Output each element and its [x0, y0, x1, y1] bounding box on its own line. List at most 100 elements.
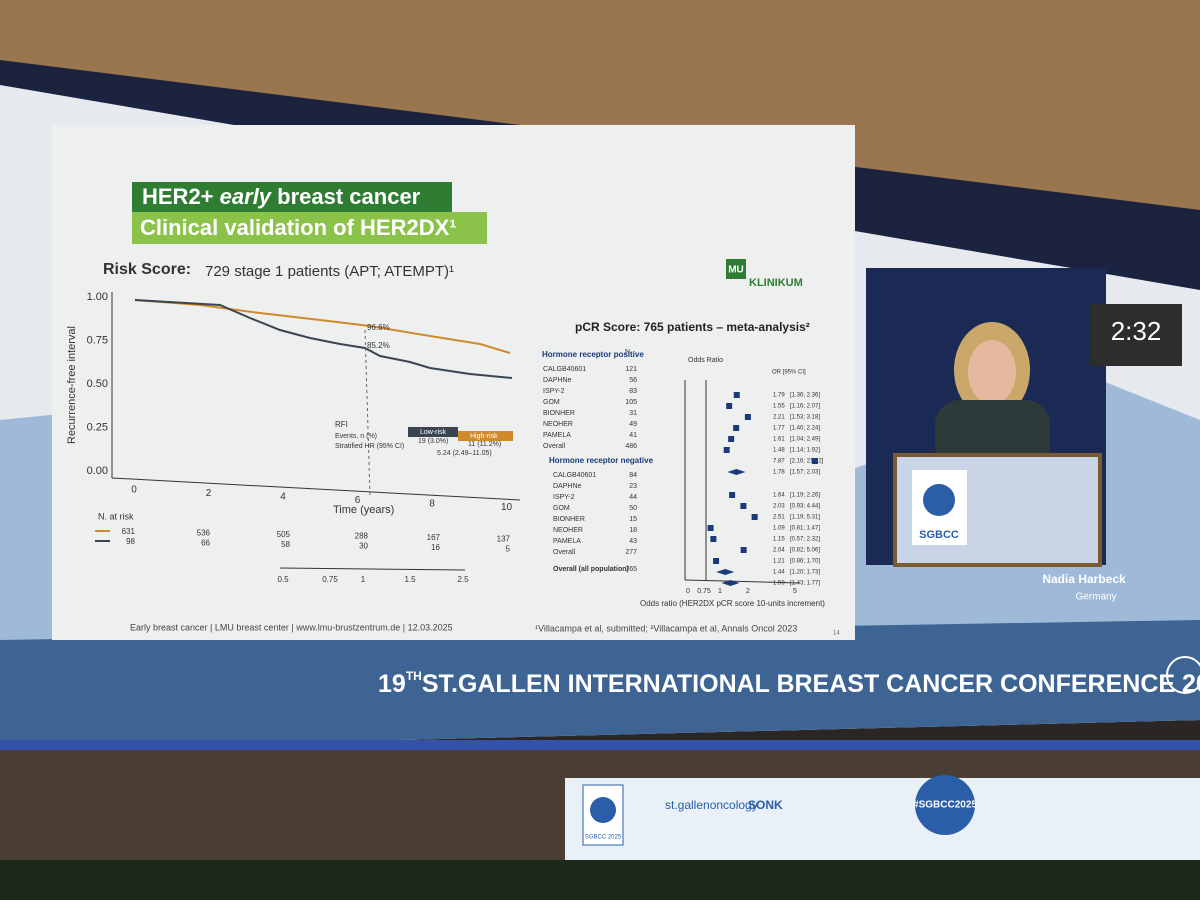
at-risk-cell: 137	[497, 535, 511, 544]
logo-box-text: MU	[728, 265, 744, 276]
study-or: 1.21	[773, 559, 785, 565]
at-risk-cell: 98	[126, 537, 135, 546]
at-risk-cell: 66	[201, 539, 210, 548]
forest-square	[713, 558, 720, 564]
risk-heading: Risk Score:	[103, 261, 191, 278]
study-n: 56	[629, 377, 637, 384]
study-n: 31	[629, 410, 637, 417]
rfi-row: Stratified HR (95% CI)	[335, 443, 404, 450]
study-ci: [1.16; 2.07]	[790, 404, 820, 410]
study-or: 2.03	[773, 504, 785, 510]
km-curve-high	[134, 299, 513, 379]
group-heading: Hormone receptor positive	[542, 350, 644, 359]
study-ci: [1.14; 1.92]	[790, 448, 820, 454]
study-ci: [0.86; 1.70]	[790, 559, 820, 565]
timer: 2:32	[1111, 316, 1162, 346]
rfi-high: High-risk	[470, 433, 498, 440]
wheel-icon	[1166, 656, 1200, 694]
at-risk-cell: 16	[431, 543, 440, 552]
study-ci: [1.19; 2.26]	[790, 493, 820, 499]
at-risk-cell: 631	[122, 527, 136, 536]
forest-x-label: Odds ratio (HER2DX pCR score 10-units in…	[640, 599, 825, 608]
study-n: 83	[629, 388, 637, 395]
km-curve-low	[134, 299, 511, 354]
study-n: 277	[625, 549, 637, 556]
study-n: 486	[625, 443, 637, 450]
forest-square	[744, 414, 751, 420]
scale-tick-label: 1.5	[404, 575, 416, 584]
hashtag-badge	[915, 775, 975, 835]
km-y-tick-label: 0.75	[87, 334, 108, 346]
km-x-tick-label: 0	[131, 485, 137, 496]
podium-text: SGBCC	[919, 529, 959, 541]
risk-text: 729 stage 1 patients (APT; ATEMPT)¹	[205, 263, 454, 280]
study-name: CALGB40601	[543, 366, 586, 373]
study-ci: [2.16; 219.2]	[790, 459, 824, 465]
km-x-label: Time (years)	[333, 504, 394, 516]
study-name: NEOHER	[543, 421, 573, 428]
forest-square	[740, 547, 747, 553]
study-name: GOM	[543, 399, 560, 406]
study-or: 1.09	[773, 526, 785, 532]
sponsor: st.gallenoncology	[665, 798, 758, 812]
scale-tick-label: 1	[361, 575, 366, 584]
forest-square	[751, 514, 758, 520]
study-ci: [1.53; 3.18]	[790, 415, 820, 421]
study-name: PAMELA	[553, 538, 581, 545]
forest-diamond	[727, 469, 746, 475]
study-or: 1.79	[773, 393, 785, 399]
at-risk-cell: 58	[281, 540, 290, 549]
forest-tick-label: 0.75	[697, 588, 711, 595]
forest-square	[726, 403, 733, 409]
forest-diamond	[721, 580, 740, 586]
km-x-tick-label: 4	[280, 492, 286, 503]
forest-square	[733, 392, 740, 398]
forest-square	[728, 436, 735, 442]
study-n: 44	[629, 494, 637, 501]
at-risk-cell: 5	[506, 545, 511, 554]
study-name: Overall	[543, 443, 566, 450]
hashtag: #SGBCC2025	[913, 800, 977, 811]
study-n: 43	[629, 538, 637, 545]
km-x-axis	[111, 477, 521, 501]
study-or: 1.64	[773, 493, 785, 499]
rfi-cell: 11 (11.2%)	[468, 441, 501, 448]
study-or: 1.44	[773, 570, 785, 576]
study-or: 1.48	[773, 448, 785, 454]
at-risk-label: N. at risk	[98, 511, 134, 521]
forest-tick-label: 1	[718, 588, 722, 595]
study-ci: [1.20; 1.73]	[790, 570, 820, 576]
study-n: 23	[629, 483, 637, 490]
at-risk-cell: 30	[359, 542, 368, 551]
at-risk-cell: 505	[277, 530, 291, 539]
km-y-tick-label: 0.00	[87, 465, 108, 477]
study-ci: [1.36; 2.36]	[790, 393, 820, 399]
study-n: 18	[629, 527, 637, 534]
timer-box	[1090, 304, 1182, 366]
speaker-name: Nadia Harbeck	[1042, 572, 1126, 586]
study-ci: [0.81; 1.47]	[790, 526, 820, 532]
study-ci: [1.57; 2.03]	[790, 470, 820, 476]
study-n: 15	[629, 516, 637, 523]
study-or: 1.77	[773, 426, 785, 432]
study-or: 2.51	[773, 515, 785, 521]
slide-title-1: HER2+ early breast cancer	[142, 184, 421, 209]
km-annotation: 85.2%	[367, 341, 390, 350]
study-name: Overall (all population)	[553, 566, 629, 573]
forest-x-axis	[684, 579, 801, 584]
sponsor: SONK	[748, 798, 783, 812]
study-ci: [0.57; 2.32]	[790, 537, 820, 543]
study-n: 49	[629, 421, 637, 428]
study-ci: [1.19; 5.31]	[790, 515, 820, 521]
study-name: CALGB40601	[553, 472, 596, 479]
rfi-cell: 19 (3.0%)	[418, 438, 448, 445]
study-name: NEOHER	[553, 527, 583, 534]
rfi-high-box	[458, 431, 513, 441]
study-or: 2.04	[773, 548, 785, 554]
study-n: 765	[625, 566, 637, 573]
study-name: ISPY-2	[553, 494, 575, 501]
study-ci: [0.93; 4.44]	[790, 504, 820, 510]
at-risk-cell: 167	[427, 533, 441, 542]
study-name: BIONHER	[553, 516, 585, 523]
plants	[0, 860, 1200, 900]
